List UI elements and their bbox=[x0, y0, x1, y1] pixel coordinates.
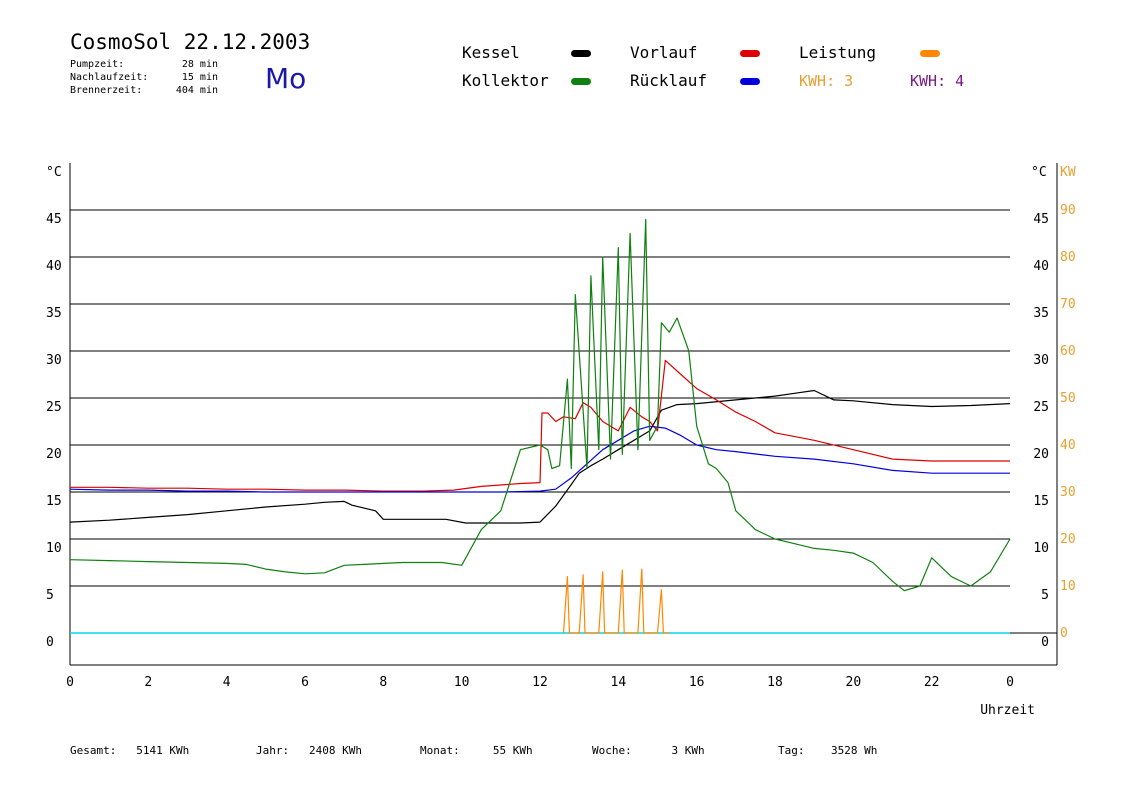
y-tick-label-left: 0 bbox=[46, 635, 54, 650]
footer-gesamt: Gesamt: 5141 KWh bbox=[70, 744, 189, 757]
footer-label: Tag: bbox=[778, 744, 805, 757]
legend-swatch-leistung bbox=[920, 50, 940, 57]
y-tick-label-right: 0 bbox=[1041, 635, 1049, 650]
weekday-label: Mo bbox=[265, 62, 307, 95]
x-tick-label: 6 bbox=[301, 675, 309, 690]
footer-value: 3 KWh bbox=[671, 744, 705, 757]
series-line-rcklauf bbox=[69, 425, 1010, 493]
y-tick-label-right: 10 bbox=[1033, 541, 1049, 556]
y-tick-label-right: 35 bbox=[1033, 306, 1049, 321]
y-tick-label-right: 20 bbox=[1033, 447, 1049, 462]
stat-value: 15 min bbox=[181, 72, 218, 83]
legend-label-vorlauf: Vorlauf bbox=[630, 43, 698, 62]
y-tick-label-left: 10 bbox=[46, 541, 62, 556]
x-tick-label: 8 bbox=[379, 675, 387, 690]
legend-label-ruecklauf: Rücklauf bbox=[630, 71, 708, 90]
footer-label: Woche: bbox=[592, 744, 632, 757]
y-tick-label-right: 25 bbox=[1033, 400, 1049, 415]
y-tick-label-power: 30 bbox=[1060, 485, 1076, 500]
x-tick-label: 4 bbox=[223, 675, 231, 690]
stat-label: Nachlaufzeit: bbox=[70, 72, 149, 83]
y-tick-label-left: 25 bbox=[46, 400, 62, 415]
stat-value: 404 min bbox=[175, 85, 218, 96]
y-tick-label-left: 20 bbox=[46, 447, 62, 462]
y-tick-label-right: 40 bbox=[1033, 259, 1049, 274]
y-tick-label-power: 20 bbox=[1060, 532, 1076, 547]
stat-nachlaufzeit: Nachlaufzeit: 15 min bbox=[70, 72, 218, 83]
y-tick-label-right: 45 bbox=[1033, 212, 1049, 227]
series-line-kollektor bbox=[69, 218, 1011, 592]
x-tick-label: 2 bbox=[144, 675, 152, 690]
y-tick-label-right: 15 bbox=[1033, 494, 1049, 509]
kwh-label-2: KWH: 4 bbox=[910, 72, 965, 90]
y-axis-label-right: °C bbox=[1031, 165, 1047, 180]
y-tick-label-power: 90 bbox=[1060, 203, 1076, 218]
x-tick-label: 18 bbox=[767, 675, 783, 690]
legend-label-kessel: Kessel bbox=[462, 43, 520, 62]
x-tick-label: 10 bbox=[454, 675, 470, 690]
footer-value: 3528 Wh bbox=[831, 744, 878, 757]
series-line-leistung bbox=[562, 568, 670, 634]
footer-woche: Woche: 3 KWh bbox=[592, 744, 705, 757]
legend-swatch-kessel bbox=[571, 50, 591, 57]
kwh-label-1: KWH: 3 bbox=[799, 72, 854, 90]
y-tick-label-left: 15 bbox=[46, 494, 62, 509]
y-tick-label-power: 70 bbox=[1060, 297, 1076, 312]
y-axis-label-power: KW bbox=[1060, 165, 1076, 180]
stat-label: Pumpzeit: bbox=[70, 59, 125, 70]
x-tick-label: 12 bbox=[532, 675, 548, 690]
series-line-vorlauf bbox=[70, 359, 1010, 492]
footer-label: Gesamt: bbox=[70, 744, 117, 757]
stat-pumpzeit: Pumpzeit: 28 min bbox=[70, 59, 218, 70]
footer-value: 5141 KWh bbox=[136, 744, 190, 757]
chart-title: CosmoSol 22.12.2003 bbox=[70, 30, 311, 54]
legend-label-leistung: Leistung bbox=[799, 43, 877, 62]
legend-swatch-vorlauf bbox=[740, 50, 760, 57]
footer-value: 2408 KWh bbox=[309, 744, 362, 757]
stat-brennerzeit: Brennerzeit: 404 min bbox=[70, 85, 218, 96]
y-tick-label-left: 5 bbox=[46, 588, 54, 603]
footer-label: Jahr: bbox=[256, 744, 290, 757]
x-tick-label: 16 bbox=[689, 675, 705, 690]
series-line-kessel bbox=[69, 389, 1011, 524]
x-axis-label: Uhrzeit bbox=[980, 703, 1035, 718]
footer-monat: Monat: 55 KWh bbox=[420, 744, 533, 757]
footer-value: 55 KWh bbox=[492, 744, 533, 757]
stat-label: Brennerzeit: bbox=[70, 85, 143, 96]
footer-jahr: Jahr: 2408 KWh bbox=[256, 744, 362, 757]
y-tick-label-left: 35 bbox=[46, 306, 62, 321]
y-tick-label-left: 30 bbox=[46, 353, 62, 368]
footer-tag: Tag: 3528 Wh bbox=[778, 744, 877, 757]
legend-swatch-ruecklauf bbox=[740, 78, 760, 85]
x-tick-label: 22 bbox=[924, 675, 940, 690]
y-tick-label-left: 40 bbox=[46, 259, 62, 274]
x-tick-label: 14 bbox=[611, 675, 627, 690]
y-tick-label-power: 40 bbox=[1060, 438, 1076, 453]
y-tick-label-power: 80 bbox=[1060, 250, 1076, 265]
legend-swatch-kollektor bbox=[571, 78, 591, 85]
stat-value: 28 min bbox=[181, 59, 218, 70]
x-tick-label: 0 bbox=[66, 675, 74, 690]
y-axis-label-left: °C bbox=[46, 165, 62, 180]
y-tick-label-power: 60 bbox=[1060, 344, 1076, 359]
y-tick-label-right: 5 bbox=[1041, 588, 1049, 603]
y-tick-label-right: 30 bbox=[1033, 353, 1049, 368]
y-tick-label-power: 10 bbox=[1060, 579, 1076, 594]
y-tick-label-left: 45 bbox=[46, 212, 62, 227]
y-tick-label-power: 0 bbox=[1060, 626, 1068, 641]
legend-label-kollektor: Kollektor bbox=[462, 71, 549, 90]
y-tick-label-power: 50 bbox=[1060, 391, 1076, 406]
footer-label: Monat: bbox=[420, 744, 460, 757]
x-tick-label: 20 bbox=[846, 675, 862, 690]
x-tick-label: 0 bbox=[1006, 675, 1014, 690]
